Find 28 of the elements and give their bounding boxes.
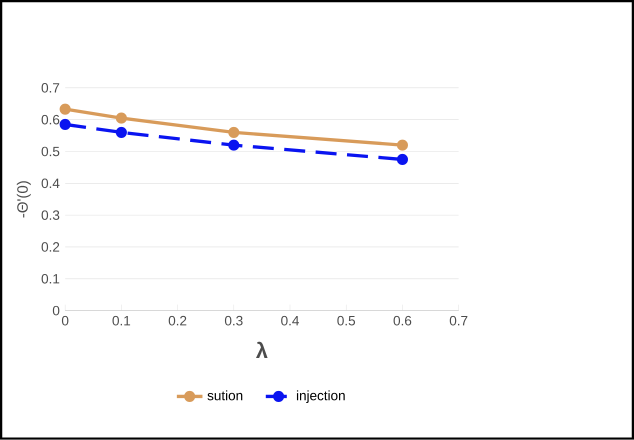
y-tick-label: 0.5 xyxy=(42,146,60,156)
y-tick-label: 0.2 xyxy=(42,242,60,252)
x-tick-label: 0 xyxy=(62,316,68,326)
y-tick-label: 0 xyxy=(52,306,60,316)
point xyxy=(116,126,127,138)
y-tick-label: 0.6 xyxy=(42,114,60,125)
x-tick-label: 0.1 xyxy=(112,316,130,326)
point xyxy=(228,140,240,151)
y-axis-title: -Θ'(0) xyxy=(16,181,31,218)
x-tick-label: 0.6 xyxy=(394,316,412,326)
legend-label: sution xyxy=(207,390,242,400)
x-tick-label: 0.5 xyxy=(337,316,356,326)
x-tick-label: 0.2 xyxy=(168,316,186,326)
y-tick-label: 0.1 xyxy=(42,274,60,284)
y-tick-label: 0.3 xyxy=(42,210,60,220)
point xyxy=(228,126,240,138)
point xyxy=(60,104,71,115)
point xyxy=(60,119,71,130)
x-tick-label: 0.3 xyxy=(224,316,243,326)
x-tick-label: 0.4 xyxy=(281,316,299,326)
legend-label: injection xyxy=(296,390,345,404)
y-tick-label: 0.7 xyxy=(42,83,60,93)
y-tick-label: 0.4 xyxy=(42,178,60,188)
point xyxy=(396,154,408,166)
x-axis-title: λ xyxy=(256,342,268,358)
point xyxy=(396,140,408,151)
point xyxy=(116,112,127,124)
x-tick-label: 0.7 xyxy=(450,316,468,326)
